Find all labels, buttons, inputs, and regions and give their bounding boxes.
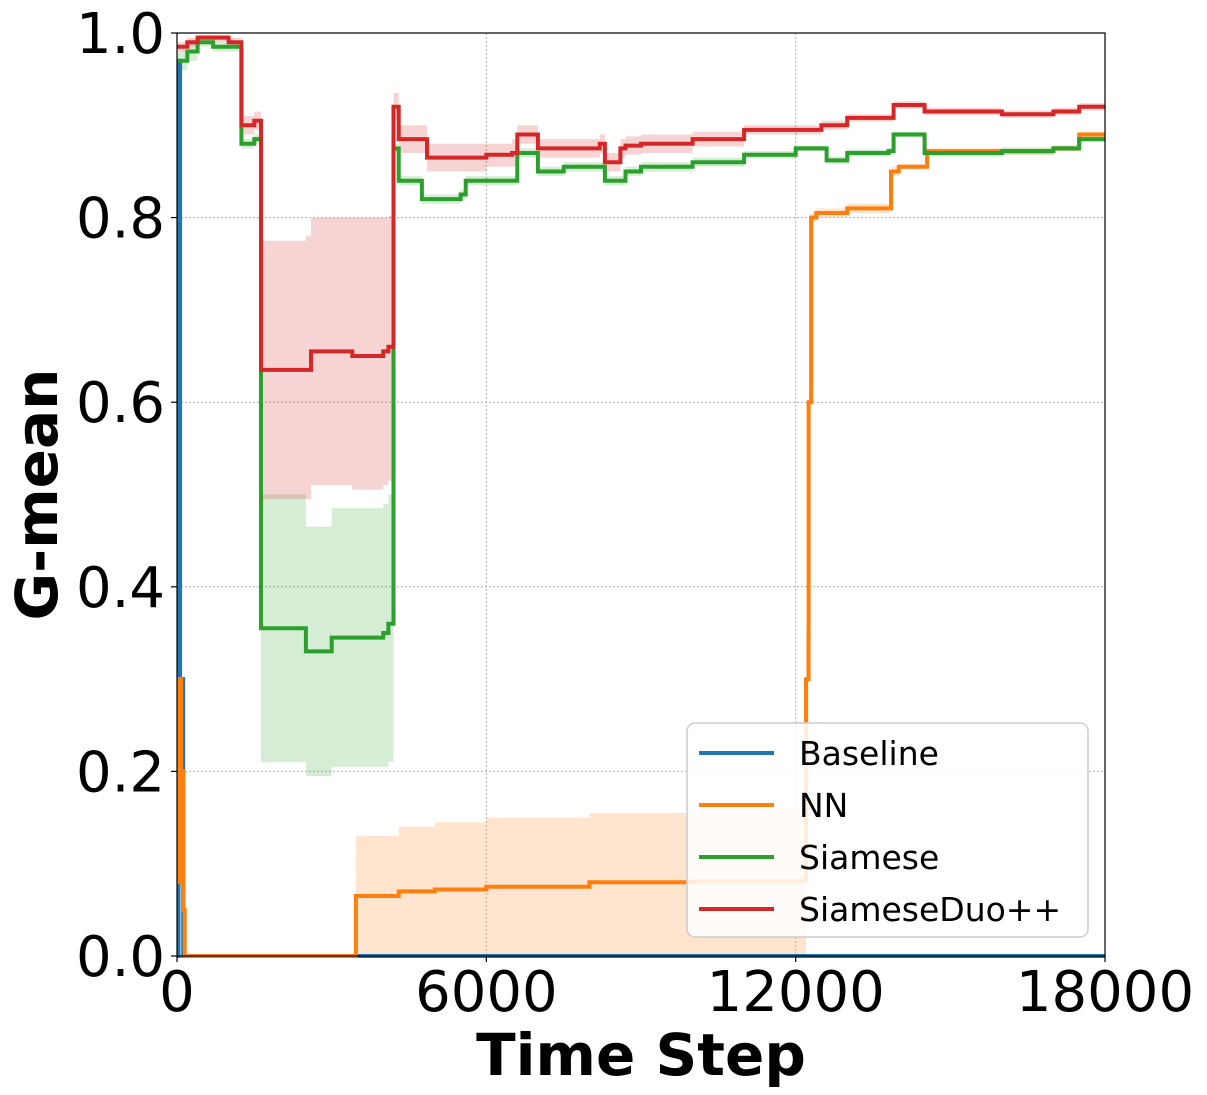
legend: Baseline NN Siamese SiameseDuo++ [686, 722, 1089, 938]
legend-label-siameseduo-: SiameseDuo++ [799, 890, 1061, 929]
band-siameseduo- [177, 34, 1105, 500]
x-axis-label: Time Step [476, 1021, 806, 1089]
x-tick-label: 0 [159, 960, 195, 1025]
legend-box [686, 722, 1089, 938]
x-tick-label: 18000 [1016, 960, 1194, 1025]
y-tick-label: 0.6 [76, 371, 165, 436]
legend-label-siamese: Siamese [799, 838, 939, 877]
band-siamese [177, 37, 1105, 777]
plot-frame [176, 32, 1106, 957]
legend-label-nn: NN [799, 786, 848, 825]
series-line-siameseduo- [177, 35, 1105, 372]
legend-label-baseline: Baseline [799, 734, 939, 773]
x-tick-label: 12000 [707, 960, 885, 1025]
y-tick-label: 0.2 [76, 740, 165, 805]
x-axis-ticks: 0 6000 12000 18000 [159, 956, 1194, 1025]
y-tick-label: 0.4 [76, 556, 165, 621]
confidence-bands [177, 34, 1105, 957]
y-tick-label: 0.0 [76, 925, 165, 990]
y-axis-label: G-mean [3, 369, 71, 621]
x-tick-label: 6000 [415, 960, 558, 1025]
y-axis-ticks: 0.0 0.2 0.4 0.6 0.8 1.0 [76, 2, 177, 990]
y-tick-label: 1.0 [76, 2, 165, 67]
y-tick-label: 0.8 [76, 187, 165, 252]
